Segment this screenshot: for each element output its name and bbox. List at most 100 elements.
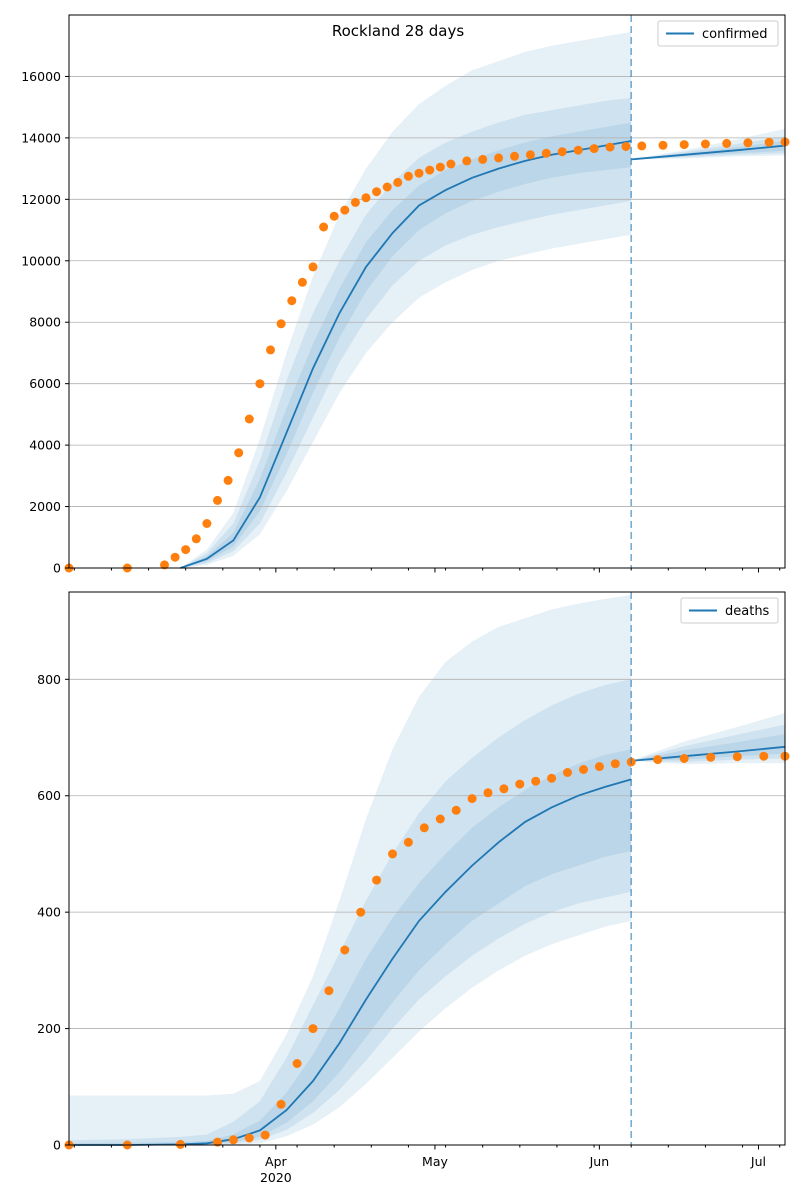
- deaths-observed-point: [531, 776, 541, 786]
- confirmed-legend: confirmed: [657, 20, 779, 47]
- confirmed-observed-point: [329, 211, 339, 221]
- deaths-observed-point: [276, 1099, 286, 1109]
- deaths-x-tick-label: Apr: [265, 1154, 287, 1169]
- confirmed-observed-point: [191, 534, 201, 544]
- confirmed-observed-points: [64, 137, 790, 573]
- deaths-forecast_band-95: [631, 713, 785, 765]
- confirmed-observed-point: [722, 138, 732, 148]
- deaths-y-tick-label: 400: [37, 905, 61, 920]
- confirmed-axes-frame: [68, 14, 786, 569]
- confirmed-observed-point: [255, 379, 265, 389]
- deaths-observed-point: [435, 814, 445, 824]
- confirmed-model-line: [180, 140, 632, 569]
- confirmed-legend-label: confirmed: [702, 27, 768, 42]
- confirmed-observed-point: [541, 148, 551, 158]
- deaths-y-tick-label: 200: [37, 1021, 61, 1036]
- confirmed-observed-point: [621, 142, 631, 151]
- confirmed-y-tick-label: 14000: [21, 130, 61, 145]
- deaths-model-line: [69, 778, 632, 1146]
- confirmed-observed-point: [658, 140, 668, 150]
- deaths-y-tick-label: 0: [53, 1138, 61, 1153]
- deaths-observed-point: [594, 762, 604, 772]
- deaths-observed-point: [356, 907, 366, 917]
- deaths-observed-point: [419, 823, 429, 833]
- confirmed-observed-point: [435, 162, 445, 172]
- confirmed-observed-point: [425, 165, 435, 175]
- confirmed-band-95: [180, 31, 632, 568]
- deaths-observed-point: [388, 849, 397, 859]
- confirmed-legend-box: [657, 20, 779, 47]
- confirmed-y-tick-label: 10000: [21, 253, 61, 268]
- confirmed-observed-point: [764, 137, 774, 147]
- confirmed-observed-point: [340, 205, 350, 215]
- deaths-observed-point: [175, 1139, 185, 1149]
- confirmed-observed-point: [319, 222, 329, 232]
- deaths-observed-point: [292, 1059, 302, 1068]
- confirmed-y-tick-label: 2000: [29, 499, 61, 514]
- confirmed-observed-point: [462, 156, 472, 166]
- deaths-observed-point: [213, 1137, 222, 1147]
- confirmed-observed-point: [266, 345, 275, 355]
- confirmed-model-line: [180, 140, 786, 569]
- confirmed-y-axis: 0 2000 4000 6000 8000 10000 12000 14000 16000: [21, 69, 69, 576]
- deaths-observed-point: [228, 1135, 238, 1145]
- deaths-forecast_band-50: [631, 734, 785, 761]
- deaths-observed-point: [759, 751, 769, 761]
- confirmed-observed-point: [743, 138, 753, 148]
- confirmed-observed-point: [510, 151, 519, 161]
- confirmed-band-80: [180, 97, 632, 569]
- confirmed-y-tick-label: 4000: [29, 438, 61, 453]
- confirmed-forecast_band-50: [631, 141, 785, 160]
- confirmed-observed-point: [573, 145, 583, 155]
- deaths-legend-box: [680, 597, 779, 624]
- confirmed-observed-point: [605, 142, 615, 152]
- confirmed-observed-point: [403, 171, 413, 181]
- confirmed-observed-point: [234, 448, 244, 458]
- confirmed-observed-point: [414, 168, 424, 178]
- deaths-observed-point: [451, 805, 461, 815]
- confirmed-observed-point: [213, 495, 222, 505]
- confirmed-observed-point: [202, 519, 212, 528]
- deaths-forecast_band-80: [631, 724, 785, 762]
- confirmed-observed-point: [181, 545, 191, 555]
- confirmed-observed-point: [372, 187, 382, 197]
- deaths-observed-point: [260, 1130, 270, 1140]
- confirmed-observed-point: [244, 414, 254, 424]
- confirmed-observed-point: [308, 262, 318, 272]
- confirmed-y-tick-label: 8000: [29, 315, 61, 330]
- deaths-x-tick-label: Jul: [750, 1154, 766, 1169]
- confirmed-band-50: [180, 122, 632, 568]
- deaths-observed-point: [483, 788, 493, 798]
- confirmed-observed-point: [170, 552, 180, 562]
- deaths-observed-point: [610, 759, 620, 769]
- confirmed-observed-point: [223, 475, 233, 485]
- confirmed-observed-point: [478, 154, 488, 164]
- deaths-y-axis: 0 200 400 600 800: [37, 672, 69, 1153]
- deaths-observed-point: [563, 768, 572, 777]
- deaths-confidence-bands: [69, 594, 785, 1145]
- deaths-observed-point: [403, 837, 413, 847]
- confirmed-observed-point: [446, 159, 456, 169]
- deaths-x-year-label: 2020: [260, 1170, 292, 1185]
- confirmed-y-tick-label: 6000: [29, 376, 61, 391]
- deaths-observed-point: [372, 875, 382, 885]
- confirmed-forecast_band-95: [631, 128, 785, 160]
- confirmed-observed-point: [393, 177, 403, 187]
- confirmed-observed-point: [276, 319, 286, 329]
- confirmed-y-tick-label: 12000: [21, 192, 61, 207]
- deaths-observed-point: [579, 765, 588, 774]
- deaths-observed-point: [499, 784, 509, 794]
- deaths-observed-point: [547, 773, 557, 783]
- deaths-observed-point: [244, 1133, 254, 1143]
- confirmed-observed-point: [382, 182, 392, 192]
- deaths-observed-point: [653, 755, 663, 765]
- deaths-axes-frame: [68, 591, 786, 1146]
- confirmed-observed-point: [287, 296, 297, 306]
- deaths-observed-point: [706, 752, 716, 762]
- confirmed-observed-point: [160, 560, 169, 570]
- deaths-observed-points: [64, 751, 790, 1150]
- deaths-observed-point: [679, 754, 689, 763]
- deaths-observed-point: [308, 1024, 318, 1034]
